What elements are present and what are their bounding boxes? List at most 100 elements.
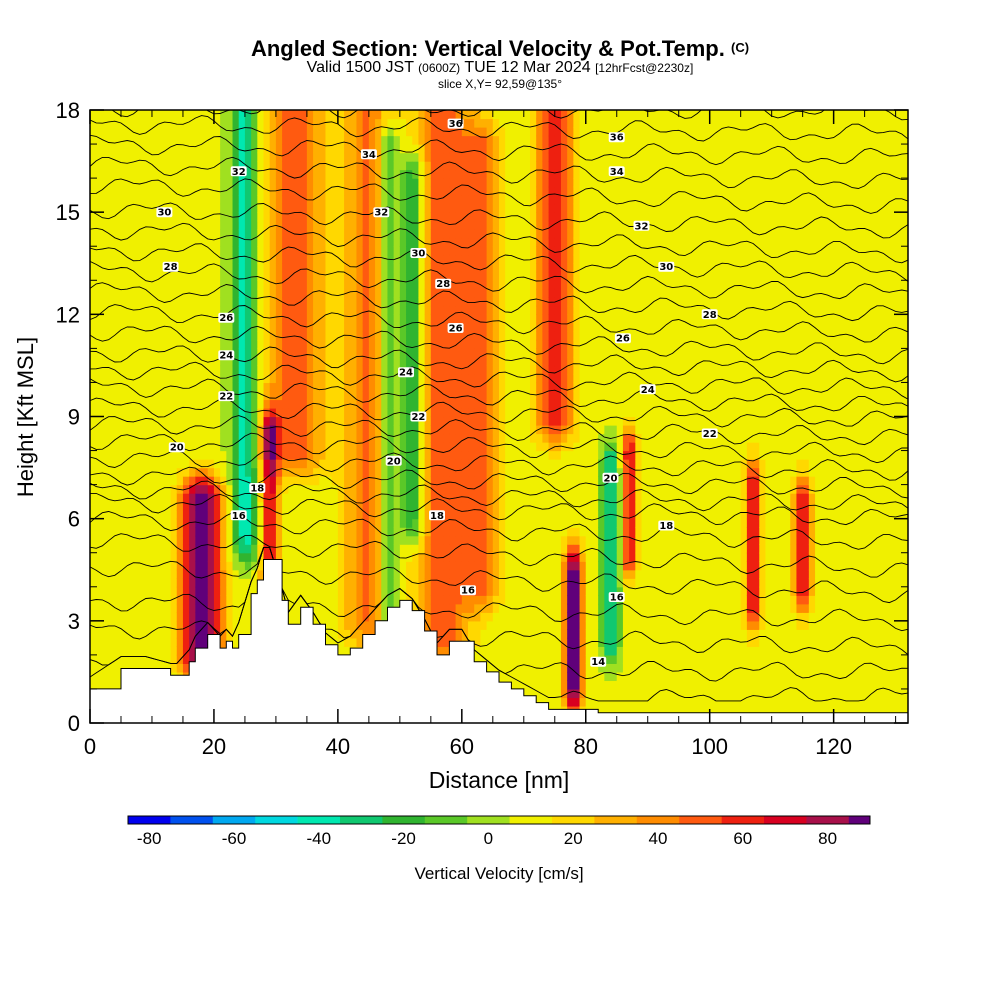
velocity-cell	[90, 331, 97, 341]
velocity-cell	[344, 535, 351, 545]
velocity-cell	[430, 399, 438, 409]
velocity-cell	[96, 527, 103, 537]
velocity-cell	[158, 390, 165, 401]
velocity-cell	[288, 425, 296, 435]
velocity-cell	[486, 144, 494, 154]
velocity-cell	[139, 212, 147, 222]
velocity-cell	[269, 144, 277, 154]
velocity-cell	[275, 144, 283, 154]
velocity-cell	[133, 612, 141, 622]
velocity-cell	[344, 484, 351, 494]
velocity-cell	[499, 612, 506, 622]
velocity-cell	[505, 382, 512, 392]
velocity-cell	[201, 127, 209, 137]
velocity-cell	[300, 416, 308, 426]
velocity-cell	[368, 135, 376, 145]
velocity-cell	[151, 569, 159, 579]
velocity-cell	[170, 195, 178, 205]
velocity-cell	[461, 254, 469, 264]
velocity-cell	[499, 501, 506, 511]
velocity-cell	[257, 237, 265, 247]
velocity-cell	[182, 331, 190, 341]
velocity-cell	[269, 373, 277, 384]
velocity-cell	[195, 603, 203, 613]
velocity-cell	[232, 484, 240, 494]
velocity-cell	[350, 220, 358, 230]
velocity-cell	[486, 399, 494, 409]
velocity-cell	[399, 425, 407, 435]
velocity-cell	[449, 297, 457, 307]
velocity-cell	[90, 510, 97, 520]
velocity-cell	[90, 612, 97, 622]
velocity-cell	[226, 237, 234, 247]
velocity-cell	[313, 510, 320, 520]
velocity-cell	[418, 322, 426, 332]
velocity-cell	[213, 220, 221, 230]
velocity-cell	[251, 544, 258, 554]
velocity-cell	[189, 493, 196, 503]
velocity-cell	[90, 544, 97, 554]
velocity-cell	[486, 127, 494, 137]
velocity-cell	[238, 229, 246, 239]
velocity-cell	[437, 271, 444, 281]
velocity-cell	[499, 433, 506, 443]
velocity-cell	[151, 365, 159, 375]
velocity-cell	[207, 501, 215, 511]
velocity-cell	[319, 220, 327, 230]
velocity-cell	[164, 501, 172, 511]
velocity-cell	[406, 382, 413, 392]
velocity-cell	[257, 399, 265, 409]
velocity-cell	[480, 399, 488, 409]
velocity-cell	[437, 459, 444, 469]
velocity-cell	[120, 501, 128, 511]
velocity-cell	[511, 561, 519, 571]
velocity-cell	[319, 476, 327, 486]
velocity-cell	[220, 450, 227, 460]
velocity-cell	[275, 127, 283, 137]
velocity-cell	[387, 535, 395, 545]
velocity-cell	[505, 246, 512, 256]
velocity-cell	[443, 544, 451, 554]
velocity-cell	[170, 339, 178, 349]
velocity-cell	[251, 493, 258, 503]
velocity-cell	[505, 263, 512, 273]
velocity-cell	[486, 212, 494, 222]
velocity-cell	[474, 220, 482, 230]
velocity-cell	[461, 442, 469, 452]
velocity-cell	[412, 493, 420, 503]
velocity-cell	[294, 390, 302, 401]
velocity-cell	[313, 288, 320, 298]
velocity-cell	[443, 220, 451, 230]
velocity-cell	[127, 493, 134, 503]
velocity-cell	[269, 280, 277, 290]
velocity-cell	[275, 220, 283, 230]
velocity-cell	[449, 178, 457, 188]
velocity-cell	[300, 288, 308, 298]
velocity-cell	[195, 407, 203, 418]
velocity-cell	[102, 169, 110, 179]
velocity-cell	[201, 280, 209, 290]
velocity-cell	[505, 629, 512, 639]
velocity-cell	[437, 246, 444, 256]
velocity-cell	[263, 433, 271, 443]
velocity-cell	[282, 271, 289, 281]
velocity-cell	[461, 407, 469, 418]
velocity-cell	[207, 339, 215, 349]
velocity-cell	[486, 246, 494, 256]
velocity-cell	[207, 484, 215, 494]
velocity-cell	[182, 620, 190, 630]
velocity-cell	[189, 442, 196, 452]
velocity-cell	[275, 161, 283, 171]
velocity-cell	[492, 407, 500, 418]
velocity-cell	[325, 535, 333, 545]
velocity-cell	[511, 152, 519, 162]
velocity-cell	[381, 552, 389, 562]
velocity-cell	[418, 433, 426, 443]
velocity-cell	[424, 407, 432, 418]
velocity-cell	[362, 484, 370, 494]
velocity-cell	[368, 305, 376, 315]
velocity-cell	[325, 476, 333, 486]
velocity-cell	[449, 535, 457, 545]
velocity-cell	[139, 425, 147, 435]
velocity-cell	[455, 220, 463, 230]
